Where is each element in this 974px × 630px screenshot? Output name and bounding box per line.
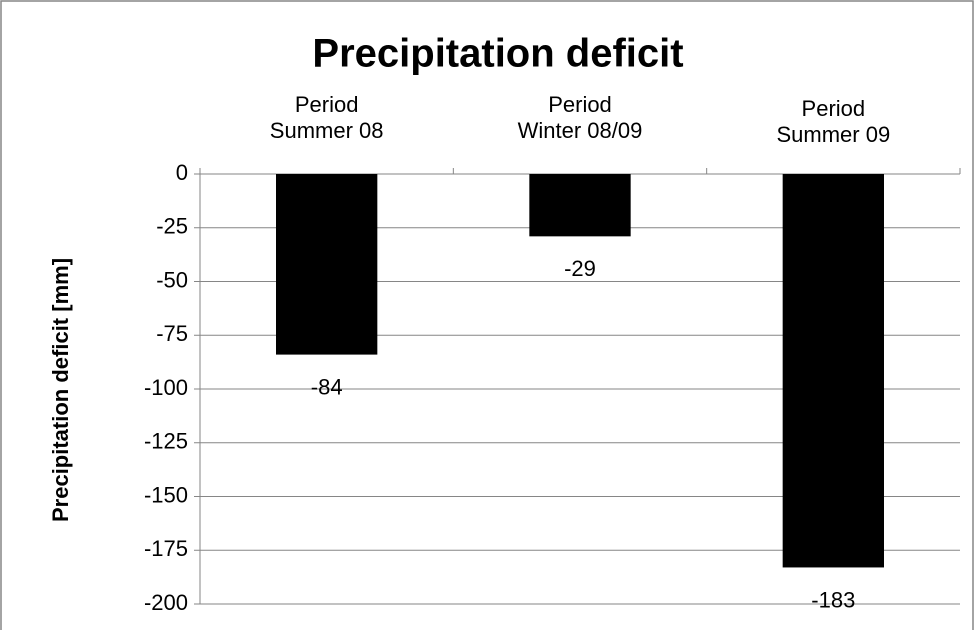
y-tick-label: -25 <box>156 214 188 239</box>
x-tick-label: Period Summer 08 <box>269 92 384 143</box>
y-tick-label: -175 <box>144 536 188 561</box>
chart-title: Precipitation deficit <box>312 32 683 76</box>
y-tick-label: -50 <box>156 267 188 292</box>
y-tick-label: -200 <box>144 590 188 615</box>
x-tick-label: Period Summer 09 <box>776 96 891 147</box>
x-tick-label: Period Winter 08/09 <box>517 92 643 143</box>
y-tick-label: -100 <box>144 375 188 400</box>
data-label: -29 <box>564 256 596 281</box>
data-label: -183 <box>811 587 855 612</box>
y-axis-label: Precipitation deficit [mm] <box>48 258 73 522</box>
y-tick-label: 0 <box>176 160 188 185</box>
y-tick-label: -125 <box>144 429 188 454</box>
bar <box>276 174 378 355</box>
data-label: -84 <box>311 374 343 399</box>
y-tick-label: -75 <box>156 321 188 346</box>
bar <box>529 174 631 237</box>
bar <box>782 174 884 568</box>
y-tick-label: -150 <box>144 482 188 507</box>
